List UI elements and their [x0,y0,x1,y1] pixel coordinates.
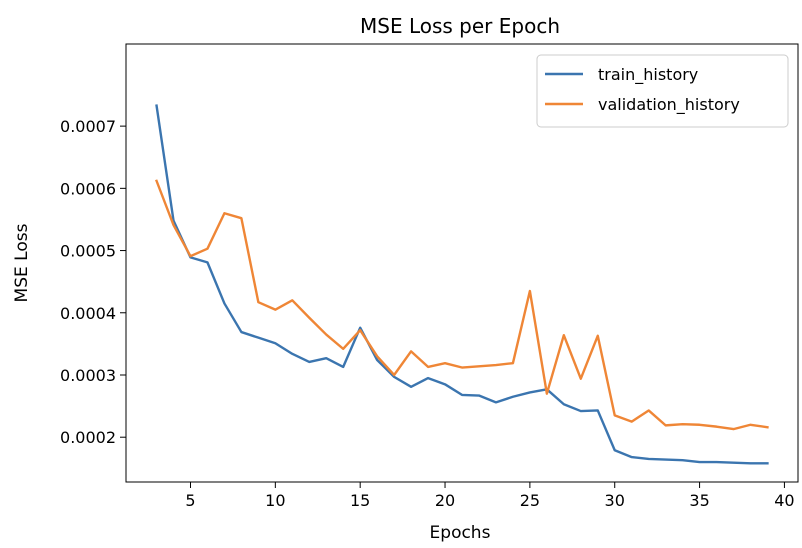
series-line-validation-history [154,179,769,431]
legend-label-train-history: train_history [598,65,698,85]
legend-box [536,54,789,128]
chart-title: MSE Loss per Epoch [360,14,560,38]
legend: train_history validation_history [536,54,789,128]
y-axis-ticks: 0.0002 0.0003 0.0004 0.0005 0.0006 0.0007 [60,117,126,447]
x-tick-label: 35 [689,491,709,510]
x-axis-ticks: 5 10 15 20 25 30 35 40 [185,482,795,510]
series-layer [154,104,769,465]
y-axis-label: MSE Loss [12,223,32,302]
y-tick-label: 0.0004 [60,304,116,323]
y-tick-label: 0.0003 [60,366,116,385]
y-tick-label: 0.0006 [60,179,116,198]
plot-area [125,43,799,483]
x-tick-label: 25 [520,491,540,510]
y-tick-label: 0.0002 [60,428,116,447]
axes-frame [125,43,799,483]
x-tick-label: 40 [774,491,794,510]
series-line-train-history [155,104,769,465]
x-tick-label: 20 [435,491,455,510]
x-tick-label: 15 [350,491,370,510]
x-tick-label: 30 [605,491,625,510]
y-tick-label: 0.0005 [60,242,116,261]
x-axis-label: Epochs [430,523,491,543]
x-tick-label: 10 [265,491,285,510]
legend-label-validation-history: validation_history [598,95,740,115]
y-tick-label: 0.0007 [60,117,116,136]
x-tick-label: 5 [185,491,195,510]
